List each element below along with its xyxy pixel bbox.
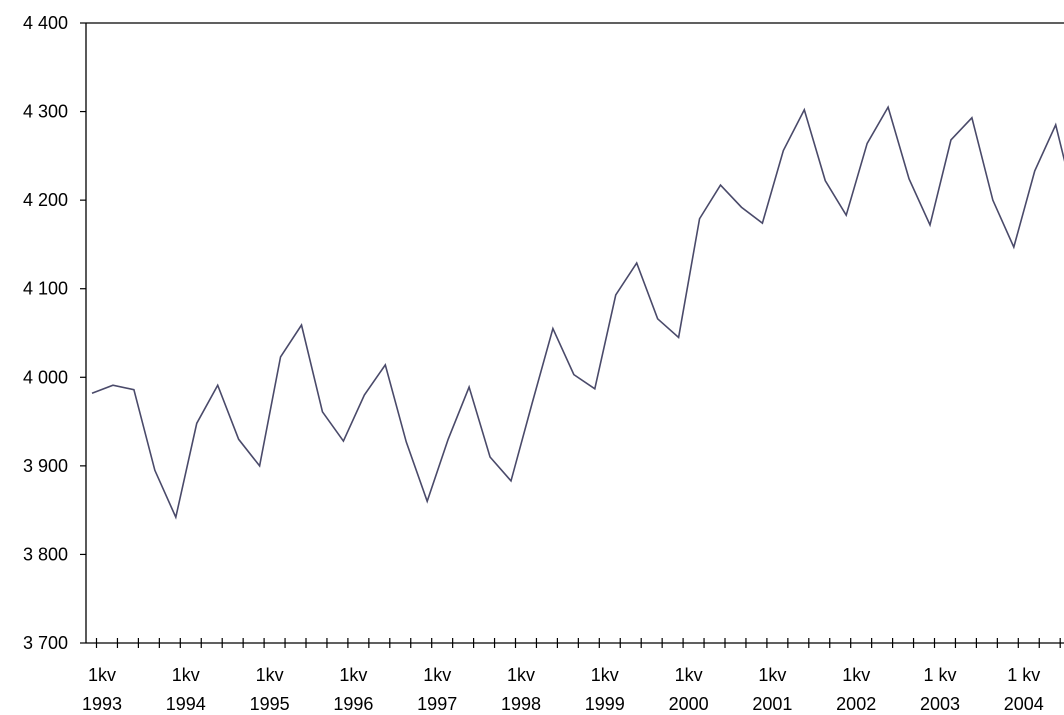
x-tick-label-quarter: 1kv <box>172 665 200 685</box>
y-tick-label: 4 300 <box>23 102 68 122</box>
x-tick-label-year: 1993 <box>82 694 122 714</box>
y-tick-label: 4 200 <box>23 190 68 210</box>
x-tick-label-quarter: 1kv <box>507 665 535 685</box>
y-tick-label: 4 400 <box>23 13 68 33</box>
x-tick-label-year: 2001 <box>752 694 792 714</box>
x-tick-label-quarter: 1kv <box>591 665 619 685</box>
series-line <box>91 105 1064 520</box>
x-tick-label-quarter: 1kv <box>256 665 284 685</box>
x-tick-label-year: 2002 <box>836 694 876 714</box>
x-tick-label-year: 2003 <box>920 694 960 714</box>
x-tick-label-quarter: 1kv <box>675 665 703 685</box>
y-tick-label: 4 000 <box>23 367 68 387</box>
x-tick-label-year: 1995 <box>250 694 290 714</box>
x-tick-label-quarter: 1kv <box>758 665 786 685</box>
x-tick-label-quarter: 1kv <box>842 665 870 685</box>
y-tick-label: 3 900 <box>23 456 68 476</box>
y-axis-ticks: 3 700 3 800 3 900 4 000 4 100 4 200 4 300 4 400 <box>23 13 86 653</box>
x-tick-label-quarter: 1kv <box>423 665 451 685</box>
x-tick-label-year: 1997 <box>417 694 457 714</box>
x-tick-label-quarter: 1 kv <box>923 665 956 685</box>
x-axis-labels: 1kv 1993 1kv 1994 1kv 1995 1kv 1996 1kv 1997 1kv 19… <box>82 665 1044 714</box>
x-tick-label-quarter: 1kv <box>339 665 367 685</box>
x-tick-label-quarter: 1kv <box>88 665 116 685</box>
x-tick-label-year: 2000 <box>669 694 709 714</box>
y-tick-label: 3 800 <box>23 544 68 564</box>
x-tick-label-year: 1998 <box>501 694 541 714</box>
x-tick-label-quarter: 1 kv <box>1007 665 1040 685</box>
y-tick-label: 4 100 <box>23 279 68 299</box>
y-tick-label: 3 700 <box>23 633 68 653</box>
x-tick-label-year: 1999 <box>585 694 625 714</box>
x-tick-label-year: 1994 <box>166 694 206 714</box>
x-tick-label-year: 2004 <box>1004 694 1044 714</box>
x-tick-label-year: 1996 <box>333 694 373 714</box>
